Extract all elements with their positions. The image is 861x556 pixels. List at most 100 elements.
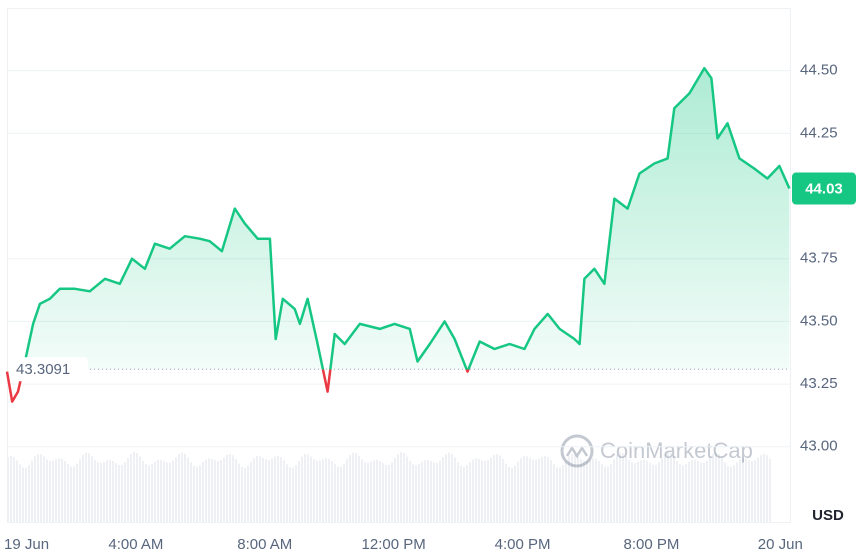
volume-bar (283, 460, 285, 522)
volume-bar (631, 462, 633, 522)
volume-bar (94, 459, 96, 522)
volume-bar (202, 462, 204, 522)
volume-bar (646, 460, 648, 522)
volume-bar (508, 467, 510, 522)
volume-bar (682, 465, 684, 522)
volume-bar (16, 460, 18, 522)
volume-bar (550, 460, 552, 522)
volume-bar (670, 452, 672, 522)
volume-bar (433, 462, 435, 522)
volume-bar (643, 459, 645, 522)
volume-bar (250, 461, 252, 522)
volume-bar (574, 454, 576, 522)
volume-bar (571, 454, 573, 522)
volume-bar (394, 458, 396, 522)
volume-bar (361, 459, 363, 522)
y-tick-label: 44.25 (800, 124, 838, 141)
volume-bar (598, 461, 600, 522)
volume-bar (754, 459, 756, 522)
volume-bar (52, 460, 54, 522)
baseline-label: 43.3091 (16, 361, 70, 378)
volume-bar (766, 455, 768, 522)
volume-bar (106, 460, 108, 522)
volume-bar (199, 465, 201, 522)
volume-bar (301, 456, 303, 522)
current-price-tag (792, 172, 856, 205)
volume-bar (442, 457, 444, 522)
plot-frame (7, 8, 791, 523)
volume-bar (478, 458, 480, 522)
volume-bar (556, 467, 558, 522)
volume-bar (133, 452, 135, 522)
volume-bar (253, 458, 255, 522)
volume-bar (148, 465, 150, 522)
volume-bar (268, 459, 270, 522)
volume-bar (181, 452, 183, 522)
volume-bar (28, 465, 30, 522)
volume-bar (511, 467, 513, 522)
volume-bar (595, 458, 597, 522)
volume-bar (124, 462, 126, 522)
volume-bar (421, 461, 423, 522)
volume-bar (493, 455, 495, 522)
volume-bar (379, 460, 381, 522)
x-tick-label: 8:00 PM (624, 536, 680, 553)
volume-bar (205, 459, 207, 522)
volume-bar (163, 461, 165, 522)
volume-bar (88, 453, 90, 522)
volume-bar (667, 452, 669, 522)
volume-bar (514, 465, 516, 522)
volume-bar (316, 460, 318, 522)
x-tick-label: 19 Jun (4, 536, 49, 553)
volume-bar (649, 463, 651, 522)
volume-bar (313, 459, 315, 522)
volume-bar (22, 467, 24, 522)
volume-bar (238, 463, 240, 522)
volume-bar (262, 458, 264, 522)
volume-bar (730, 466, 732, 522)
volume-bar (343, 463, 345, 522)
x-tick-label: 4:00 PM (495, 536, 551, 553)
volume-bar (568, 456, 570, 522)
x-tick-label: 20 Jun (758, 536, 803, 553)
volume-bar (211, 458, 213, 522)
volume-bar (469, 462, 471, 522)
volume-bar (613, 459, 615, 522)
volume-bar (151, 463, 153, 522)
volume-bar (55, 459, 57, 522)
volume-bar (589, 459, 591, 522)
volume-bar (607, 466, 609, 522)
volume-bar (685, 463, 687, 522)
volume-bar (196, 466, 198, 522)
volume-bar (352, 452, 354, 522)
volume-bar (370, 461, 372, 522)
volume-bar (346, 459, 348, 522)
volume-bar (454, 457, 456, 522)
y-tick-label: 43.00 (800, 438, 838, 455)
volume-bar (604, 466, 606, 522)
volume-bar (400, 452, 402, 522)
volume-bar (463, 466, 465, 522)
volume-bar (445, 454, 447, 522)
volume-bar (388, 464, 390, 522)
volume-bar (376, 459, 378, 522)
volume-bar (391, 462, 393, 522)
volume-bar (280, 457, 282, 522)
volume-bar (145, 464, 147, 522)
volume-bar (142, 460, 144, 522)
volume-bar (373, 460, 375, 522)
volume-bar (331, 461, 333, 522)
volume-bar (187, 457, 189, 522)
volume-bar (481, 460, 483, 522)
volume-bar (40, 454, 42, 522)
volume-bar (85, 452, 87, 522)
volume-bar (190, 462, 192, 522)
volume-bar (763, 453, 765, 522)
volume-bar (580, 459, 582, 522)
volume-bar (19, 464, 21, 522)
volume-bar (637, 461, 639, 522)
baseline-label-bg (10, 357, 88, 382)
volume-bar (727, 465, 729, 522)
volume-bar (61, 458, 63, 522)
